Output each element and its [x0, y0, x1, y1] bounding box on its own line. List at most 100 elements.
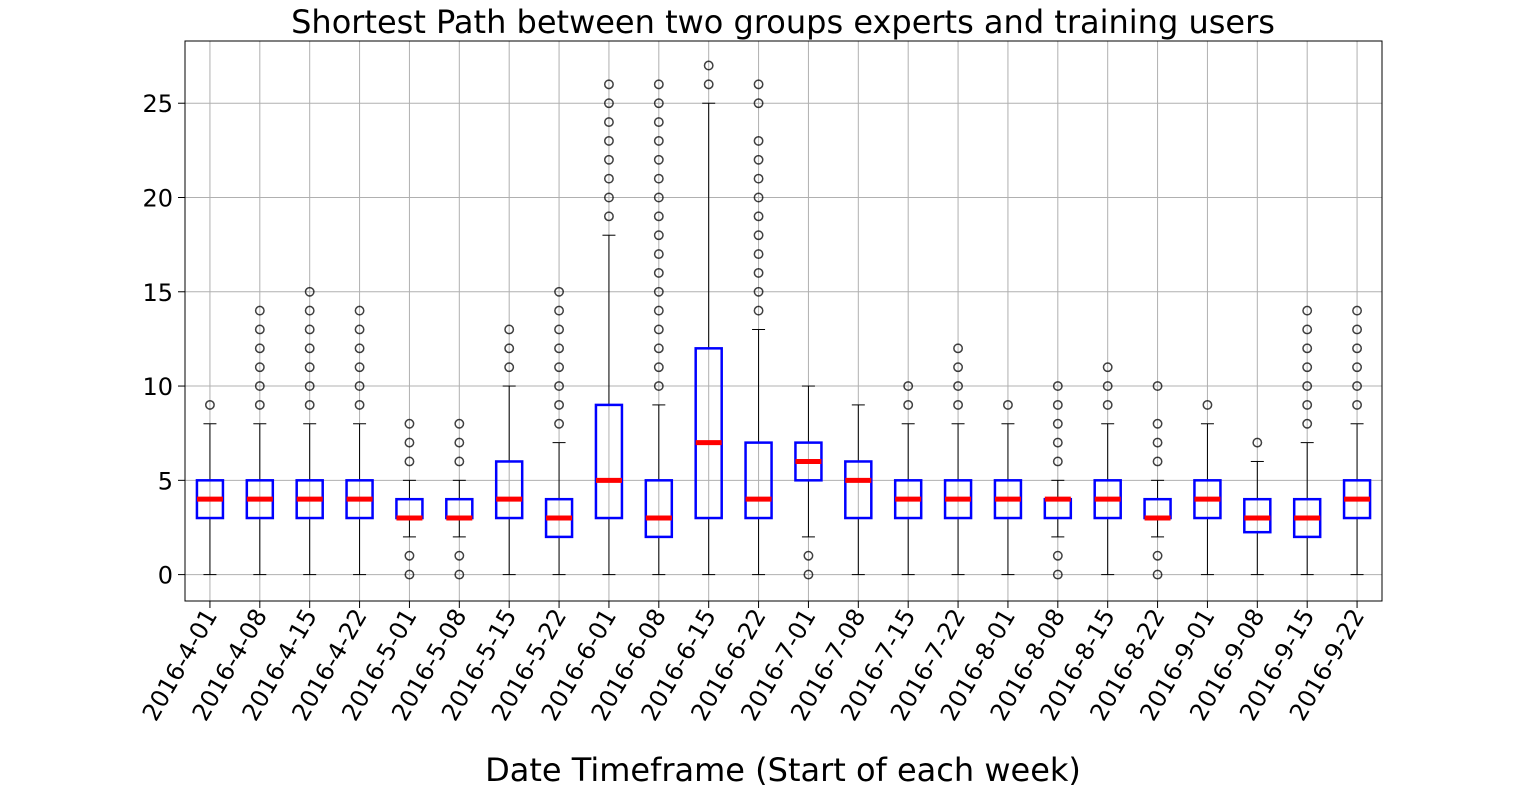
outlier-point — [254, 305, 265, 316]
outlier-point — [1052, 550, 1063, 561]
outlier-point — [354, 343, 365, 354]
outlier-point — [653, 305, 664, 316]
outlier-point — [603, 211, 614, 222]
outlier-point — [554, 381, 565, 392]
outlier-point — [1352, 381, 1363, 392]
box-series — [195, 60, 1372, 580]
outlier-point — [1252, 437, 1263, 448]
y-tick-label-2: 10 — [142, 373, 173, 401]
outlier-point — [803, 550, 814, 561]
box-2016-4-15 — [295, 286, 324, 576]
box-2016-4-08 — [245, 305, 275, 576]
outlier-point — [653, 230, 664, 241]
outlier-point — [304, 362, 315, 373]
outlier-point — [1152, 569, 1163, 580]
outlier-point — [354, 362, 365, 373]
outlier-point — [354, 324, 365, 335]
outlier-point — [603, 117, 614, 128]
outlier-point — [1052, 399, 1063, 410]
outlier-point — [653, 211, 664, 222]
y-tick-label-0: 0 — [158, 562, 173, 590]
box-iqr — [744, 441, 773, 520]
outlier-point — [354, 381, 365, 392]
outlier-point — [354, 305, 365, 316]
outlier-point — [454, 550, 465, 561]
outlier-point — [304, 286, 315, 297]
outlier-point — [1152, 437, 1163, 448]
outlier-point — [653, 192, 664, 203]
outlier-point — [1302, 399, 1313, 410]
y-tick-label-5: 25 — [142, 90, 173, 118]
y-axis: 0 5 10 15 20 25 — [142, 90, 185, 590]
outlier-point — [1352, 324, 1363, 335]
outlier-point — [254, 343, 265, 354]
chart-title: Shortest Path between two groups experts… — [291, 3, 1275, 41]
outlier-point — [1152, 381, 1163, 392]
outlier-point — [554, 286, 565, 297]
outlier-point — [254, 381, 265, 392]
box-2016-5-08 — [445, 418, 474, 580]
outlier-point — [703, 79, 714, 90]
box-iqr — [494, 460, 524, 520]
y-tick-label-1: 5 — [158, 467, 173, 495]
outlier-point — [753, 192, 764, 203]
box-2016-8-01 — [993, 399, 1023, 576]
outlier-point — [254, 362, 265, 373]
outlier-point — [1352, 343, 1363, 354]
box-2016-8-08 — [1043, 381, 1073, 580]
outlier-point — [653, 249, 664, 260]
box-2016-6-01 — [594, 79, 624, 576]
box-2016-7-08 — [844, 404, 873, 576]
outlier-point — [653, 117, 664, 128]
box-2016-7-22 — [943, 343, 973, 576]
outlier-point — [204, 399, 215, 410]
outlier-point — [304, 324, 315, 335]
x-axis: 2016-4-012016-4-082016-4-152016-4-222016… — [137, 601, 1370, 726]
box-2016-5-01 — [395, 418, 424, 580]
outlier-point — [1052, 437, 1063, 448]
outlier-point — [803, 569, 814, 580]
outlier-point — [404, 456, 415, 467]
outlier-point — [254, 399, 265, 410]
outlier-point — [404, 437, 415, 448]
outlier-point — [404, 569, 415, 580]
outlier-point — [1002, 399, 1013, 410]
outlier-point — [653, 98, 664, 109]
outlier-point — [354, 399, 365, 410]
outlier-point — [1052, 569, 1063, 580]
outlier-point — [653, 362, 664, 373]
outlier-point — [653, 154, 664, 165]
outlier-point — [653, 79, 664, 90]
box-2016-8-15 — [1093, 362, 1122, 576]
outlier-point — [903, 399, 914, 410]
outlier-point — [1302, 381, 1313, 392]
outlier-point — [304, 399, 315, 410]
outlier-point — [254, 324, 265, 335]
outlier-point — [953, 381, 964, 392]
box-2016-6-08 — [644, 79, 674, 576]
outlier-point — [504, 324, 515, 335]
box-2016-5-22 — [544, 286, 574, 576]
outlier-point — [1102, 399, 1113, 410]
outlier-point — [753, 154, 764, 165]
outlier-point — [753, 79, 764, 90]
box-2016-8-22 — [1143, 381, 1172, 580]
outlier-point — [903, 381, 914, 392]
outlier-point — [1052, 456, 1063, 467]
outlier-point — [1152, 550, 1163, 561]
outlier-point — [653, 343, 664, 354]
outlier-point — [404, 418, 415, 429]
box-iqr — [694, 347, 723, 520]
outlier-point — [953, 343, 964, 354]
outlier-point — [304, 343, 315, 354]
outlier-point — [603, 79, 614, 90]
grid-lines — [185, 41, 1382, 601]
outlier-point — [304, 305, 315, 316]
outlier-point — [753, 135, 764, 146]
outlier-point — [554, 324, 565, 335]
outlier-point — [304, 381, 315, 392]
outlier-point — [603, 98, 614, 109]
outlier-point — [753, 305, 764, 316]
outlier-point — [504, 343, 515, 354]
box-2016-7-01 — [794, 385, 823, 580]
